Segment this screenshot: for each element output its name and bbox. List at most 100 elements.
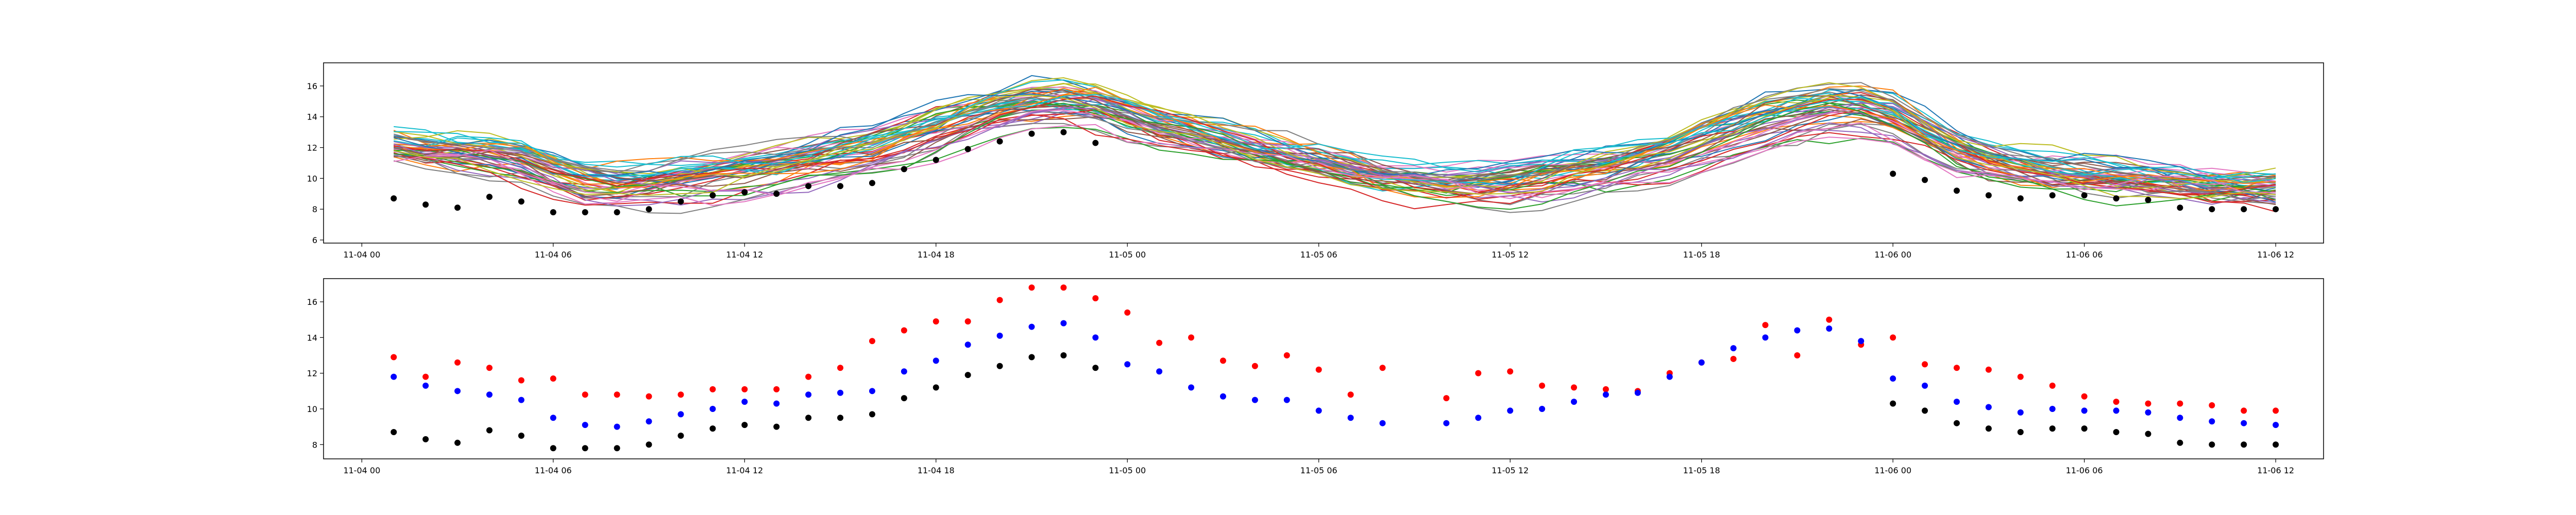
data-point (1060, 320, 1067, 327)
plot-area (391, 75, 2279, 216)
data-point (1443, 420, 1450, 426)
data-point (486, 427, 493, 434)
data-point (1762, 322, 1769, 329)
x-tick-label: 11-04 12 (726, 466, 763, 475)
data-point (709, 192, 716, 199)
data-point (454, 439, 461, 446)
data-point (837, 183, 844, 190)
ensemble-member-line (393, 107, 2276, 207)
y-tick-label: 16 (307, 297, 317, 307)
ensemble-member-line (393, 94, 2276, 199)
ensemble-member-line (394, 95, 2276, 199)
data-point (964, 372, 971, 379)
data-point (1985, 425, 1992, 432)
data-point (582, 445, 588, 452)
x-tick-label: 11-06 06 (2066, 466, 2103, 475)
data-point (1922, 361, 1928, 368)
data-point (550, 375, 556, 382)
data-point (486, 391, 493, 398)
data-point (646, 206, 652, 213)
data-point (1730, 345, 1737, 352)
data-point (1571, 384, 1578, 391)
data-point (901, 395, 907, 402)
data-point (677, 198, 684, 205)
data-point (614, 423, 620, 430)
data-point (677, 411, 684, 418)
data-point (996, 363, 1003, 369)
data-point (933, 318, 939, 325)
ensemble-member-line (393, 87, 2276, 202)
data-point (1890, 400, 1896, 407)
y-tick-label: 16 (307, 81, 317, 91)
y-tick-label: 10 (307, 174, 317, 183)
data-point (2049, 382, 2056, 389)
data-point (1571, 399, 1578, 405)
x-tick-label: 11-04 06 (535, 250, 572, 260)
data-point (486, 194, 493, 200)
data-point (1028, 354, 1035, 360)
data-point (391, 195, 397, 202)
data-point (646, 418, 652, 425)
plot-frame (323, 278, 2324, 459)
data-point (2209, 402, 2215, 409)
data-point (1156, 368, 1163, 375)
data-point (933, 157, 939, 163)
data-point (741, 189, 748, 196)
data-point (741, 422, 748, 428)
x-tick-label: 11-05 06 (1300, 250, 1337, 260)
data-point (2177, 400, 2183, 407)
y-tick-label: 6 (312, 235, 317, 245)
ensemble-member-line (394, 94, 2276, 179)
data-point (1124, 309, 1131, 316)
data-point (1858, 338, 1865, 345)
data-point (1156, 339, 1163, 346)
x-tick-label: 11-05 06 (1300, 466, 1337, 475)
data-point (614, 209, 620, 216)
y-tick-label: 8 (312, 440, 317, 450)
data-point (2273, 407, 2279, 414)
data-point (1060, 352, 1067, 359)
x-tick-label: 11-05 12 (1492, 466, 1529, 475)
x-tick-label: 11-05 00 (1109, 466, 1146, 475)
data-point (518, 377, 524, 384)
data-point (2081, 393, 2088, 400)
data-point (837, 365, 844, 371)
data-point (741, 399, 748, 405)
data-point (2145, 400, 2151, 407)
data-point (582, 422, 588, 428)
data-point (901, 166, 907, 173)
data-point (2209, 418, 2215, 425)
data-point (422, 201, 429, 208)
data-point (614, 445, 620, 452)
data-point (1922, 177, 1928, 183)
data-point (1985, 192, 1992, 199)
data-point (1890, 170, 1896, 177)
data-point (1251, 397, 1258, 403)
data-point (454, 359, 461, 366)
x-tick-label: 11-04 18 (918, 250, 955, 260)
plot-frame (323, 62, 2324, 244)
data-point (454, 388, 461, 394)
data-point (805, 373, 812, 380)
data-point (1219, 393, 1226, 400)
data-point (2241, 407, 2247, 414)
data-point (709, 405, 716, 412)
y-tick-label: 14 (307, 112, 317, 122)
data-point (2145, 409, 2151, 416)
data-point (2049, 405, 2056, 412)
plot-area (391, 284, 2279, 452)
data-point (1347, 391, 1354, 398)
data-point (1124, 361, 1131, 368)
data-point (1092, 140, 1099, 146)
data-point (837, 415, 844, 421)
data-point (422, 382, 429, 389)
data-point (1953, 365, 1960, 371)
data-point (2017, 409, 2024, 416)
x-tick-label: 11-05 12 (1492, 250, 1529, 260)
data-point (1602, 391, 1609, 398)
y-tick-label: 14 (307, 333, 317, 342)
data-point (964, 341, 971, 348)
data-point (422, 436, 429, 442)
